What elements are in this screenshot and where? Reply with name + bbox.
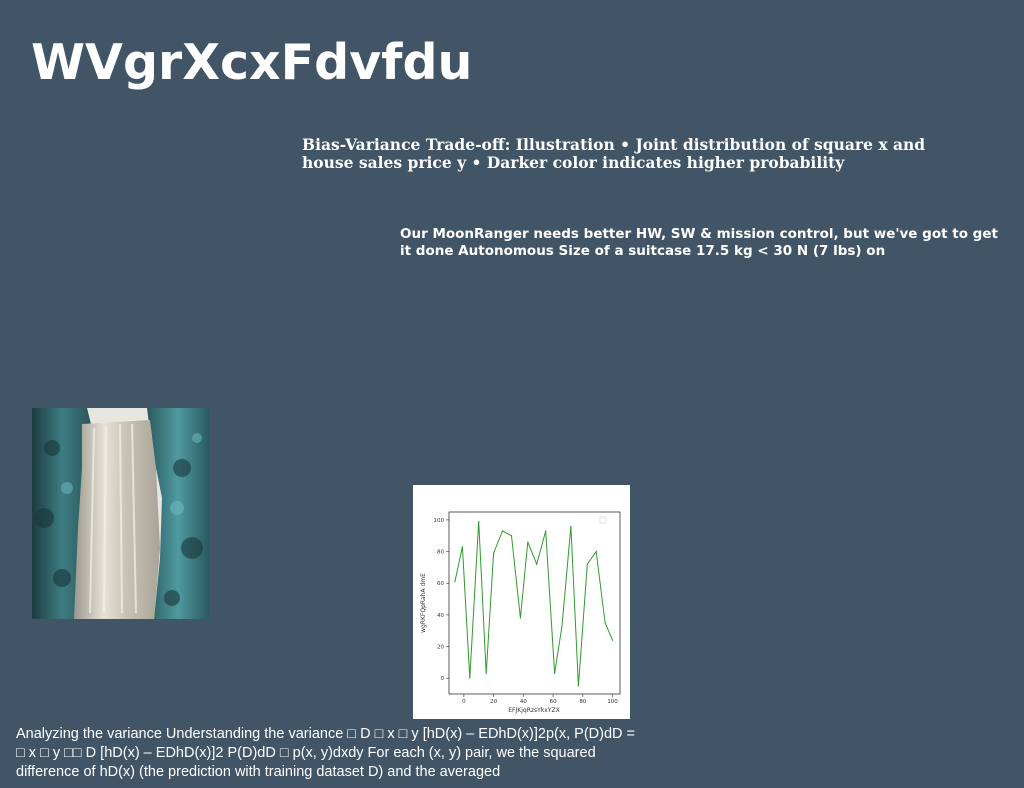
y-axis-label: wgRKFQpRahA dmE xyxy=(420,573,427,633)
data-point xyxy=(454,581,456,583)
line-chart-svg: 0 20 40 60 80 100 0 20 40 60 80 100 EFJKjqRzsYkxYZ… xyxy=(420,511,621,714)
y-tick-label: 80 xyxy=(437,550,444,556)
series-line xyxy=(454,521,614,687)
data-point xyxy=(577,685,579,687)
x-tick-label: 100 xyxy=(607,699,618,705)
data-point xyxy=(501,530,504,532)
data-point xyxy=(527,541,529,543)
data-point xyxy=(561,625,563,627)
data-point xyxy=(469,677,471,679)
x-tick-label: 0 xyxy=(462,699,466,705)
x-tick-label: 80 xyxy=(579,699,586,705)
line-chart: 0 20 40 60 80 100 0 20 40 60 80 100 EFJKjqRzsYkxYZ… xyxy=(413,485,630,719)
data-point xyxy=(586,563,588,565)
data-point xyxy=(595,550,597,553)
data-point xyxy=(510,535,513,537)
data-point xyxy=(545,530,547,532)
data-point xyxy=(485,672,487,675)
plot-frame xyxy=(448,511,621,695)
y-tick-label: 40 xyxy=(437,613,444,619)
data-point xyxy=(536,563,538,565)
page-title: WVgrXcxFdvfdu xyxy=(31,34,473,91)
y-tick-label: 100 xyxy=(434,518,445,524)
data-point xyxy=(461,546,463,548)
data-point xyxy=(519,617,521,619)
footer-text: Analyzing the variance Understanding the… xyxy=(16,726,636,780)
data-point xyxy=(570,525,572,527)
x-tick-label: 20 xyxy=(490,699,497,705)
x-axis-label: EFJKjqRzsYkxYZX xyxy=(508,707,559,714)
x-tick-label: 60 xyxy=(550,699,557,705)
y-tick-label: 20 xyxy=(437,645,444,651)
data-point xyxy=(604,622,606,624)
data-point xyxy=(611,639,614,641)
y-tick-label: 0 xyxy=(441,676,445,682)
subtitle-text: Bias-Variance Trade-off: Illustration • … xyxy=(302,135,926,172)
data-point xyxy=(493,552,495,554)
waterfall-photo xyxy=(32,408,209,619)
data-point xyxy=(478,520,480,523)
x-tick-label: 40 xyxy=(520,699,527,705)
data-point xyxy=(553,672,556,675)
waterfall-illustration xyxy=(32,408,209,619)
y-tick-label: 60 xyxy=(437,581,444,587)
body-text: Our MoonRanger needs better HW, SW & mis… xyxy=(400,226,998,259)
legend-box xyxy=(599,516,607,524)
